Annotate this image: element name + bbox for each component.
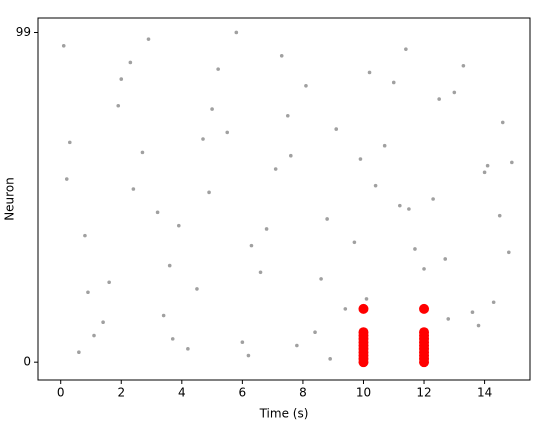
spike: [167, 263, 172, 268]
spike: [419, 303, 430, 314]
spike: [83, 233, 87, 238]
spike: [391, 80, 396, 85]
spike: [334, 127, 339, 131]
spike: [497, 213, 502, 218]
spike: [398, 203, 402, 208]
spike: [437, 97, 441, 101]
spike: [446, 317, 451, 321]
spike: [289, 153, 293, 158]
spike: [176, 223, 181, 228]
spike: [264, 227, 269, 231]
plot-frame: [37, 17, 531, 381]
spike: [358, 303, 369, 314]
spike: [246, 353, 251, 358]
spike: [77, 350, 81, 354]
y-axis-label: Neuron: [3, 177, 17, 221]
x-tick-label: 6: [239, 386, 247, 400]
spike: [500, 120, 505, 125]
spike: [155, 210, 160, 215]
spike: [258, 270, 263, 275]
spike: [64, 177, 69, 181]
spike: [61, 44, 66, 48]
y-tick-label: 99: [16, 25, 31, 39]
spike: [304, 83, 308, 88]
x-axis-label: Time (s): [259, 407, 309, 421]
spike: [404, 47, 408, 51]
spike: [146, 37, 151, 41]
spike: [407, 207, 411, 211]
x-tick-label: 10: [356, 386, 371, 400]
spike: [382, 143, 387, 148]
spike: [210, 107, 214, 111]
spike: [482, 170, 487, 175]
spike: [431, 197, 435, 201]
spike: [443, 257, 448, 261]
spike: [86, 290, 90, 295]
spike: [107, 280, 111, 285]
x-tick-label: 2: [117, 386, 125, 400]
spike: [140, 150, 145, 155]
spike: [240, 340, 245, 345]
spike: [510, 160, 514, 165]
spike: [313, 330, 317, 335]
spike: [352, 240, 357, 245]
spike: [367, 70, 372, 75]
spike: [343, 307, 348, 311]
spike: [67, 140, 72, 145]
x-tick-label: 0: [57, 386, 65, 400]
spike: [373, 183, 378, 188]
spike: [413, 247, 417, 251]
spike: [319, 277, 323, 281]
spike: [419, 327, 430, 338]
spike: [116, 103, 121, 108]
spike: [295, 343, 299, 348]
spike: [128, 60, 133, 65]
spike: [325, 217, 329, 221]
spike: [273, 167, 278, 171]
spike: [92, 333, 96, 338]
spike: [119, 77, 124, 81]
spike: [201, 137, 205, 141]
spike: [249, 243, 254, 248]
spike: [161, 313, 166, 318]
spike: [507, 250, 511, 255]
spike: [328, 357, 332, 361]
spike: [170, 337, 175, 341]
spike: [461, 63, 466, 68]
spike: [285, 113, 290, 118]
spike: [485, 163, 490, 168]
spike: [364, 297, 369, 301]
spike: [452, 90, 457, 95]
spike: [225, 130, 230, 135]
y-tick-label: 0: [23, 355, 31, 369]
x-tick-label: 12: [416, 386, 431, 400]
spike: [216, 67, 220, 71]
spike: [234, 30, 239, 35]
spike: [476, 323, 481, 328]
spike: [195, 287, 199, 291]
spike: [101, 320, 105, 325]
x-tick-label: 8: [299, 386, 307, 400]
spike: [131, 187, 136, 191]
spike: [207, 190, 211, 195]
spike: [358, 327, 369, 338]
spike: [491, 300, 496, 305]
spike: [279, 53, 284, 58]
spike: [470, 310, 475, 315]
spike: [186, 347, 190, 351]
x-tick-label: 4: [178, 386, 186, 400]
x-tick-label: 14: [477, 386, 492, 400]
spike: [422, 267, 426, 271]
spike: [358, 157, 363, 161]
